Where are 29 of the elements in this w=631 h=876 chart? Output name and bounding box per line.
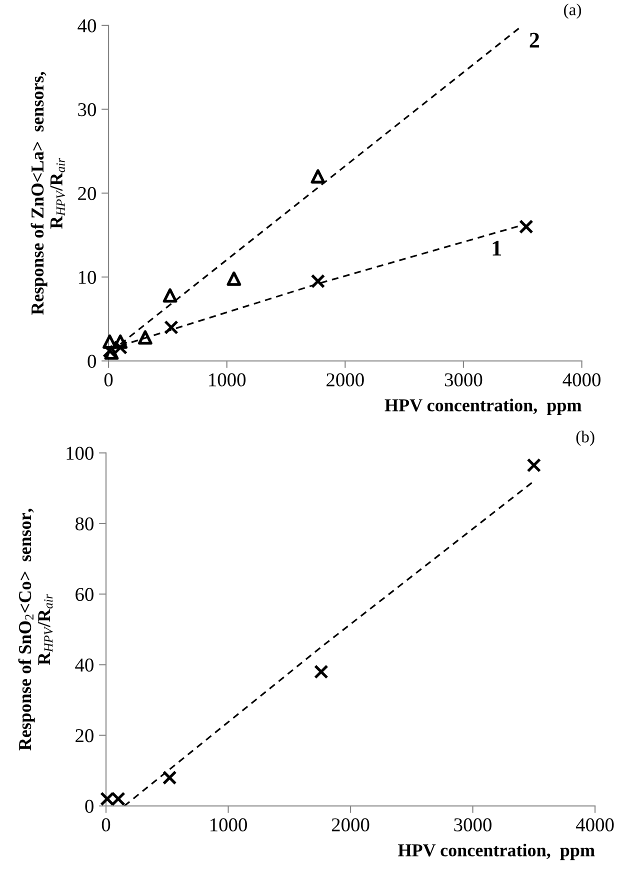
text: (b): [576, 430, 594, 446]
y-tick-label: 30: [78, 103, 96, 116]
y-tick-label: 80: [76, 517, 94, 530]
y-tick-label: 40: [78, 19, 96, 32]
x-axis-title: HPV concentration, ppm: [398, 844, 595, 860]
y-tick-label: 0: [88, 354, 96, 368]
y-tick-label: 20: [78, 186, 96, 200]
x-tick-label: 2000: [326, 373, 364, 386]
text: Response of SnO$_{2}$<Co> sensor, R$_{HPV}$/R$_{air}$: [18, 508, 53, 750]
x-tick-label: 4000: [562, 373, 600, 386]
y-tick-label: 100: [66, 446, 94, 460]
y-tick-label: 60: [76, 588, 94, 602]
x-tick-label: 2000: [332, 818, 370, 832]
x-tick-label: 4000: [576, 818, 614, 832]
y-tick-label: 0: [85, 800, 94, 813]
y-axis-title: Response of ZnO<La> sensors, R$_{HPV}$/R$_{air}$: [30, 72, 65, 315]
x-tick-label: 3000: [444, 373, 482, 386]
x-tick-label: 1000: [209, 373, 246, 386]
x-axis-title: HPV concentration, ppm: [384, 398, 582, 416]
y-tick-label: 40: [75, 658, 94, 672]
text: (a): [564, 4, 582, 19]
x-tick-label: 0: [102, 818, 110, 832]
x-tick-label: 1000: [210, 818, 247, 832]
x-tick-label: 0: [104, 373, 113, 386]
y-tick-label: 20: [76, 729, 94, 742]
x-tick-label: 3000: [454, 818, 492, 832]
annotation: 2: [530, 32, 540, 48]
y-tick-label: 10: [78, 270, 96, 284]
annotation: 1: [492, 240, 502, 256]
